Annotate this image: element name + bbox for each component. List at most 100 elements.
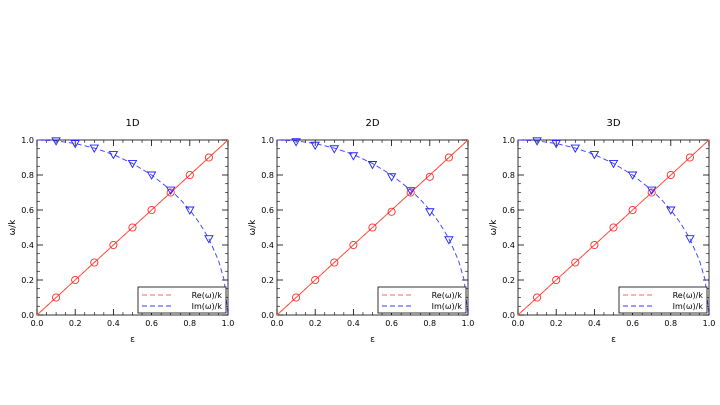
x-tick-label: 0.8 (183, 319, 196, 328)
legend-box (618, 286, 708, 314)
y-tick-label: 0.8 (261, 171, 274, 180)
x-axis-label: ε (130, 335, 135, 345)
chart-panel-2: 0.0 0.2 0.4 0.6 0.8 1.0 0.0 0.2 0.4 0.6 0.8 1.0 2D ε ω… (248, 118, 474, 345)
x-tick-label: 0.0 (31, 319, 44, 328)
data-point-re (292, 293, 301, 302)
series-line-im (36, 139, 229, 316)
y-tick-label: 0.2 (261, 276, 274, 285)
x-tick-label: 0.4 (347, 319, 360, 328)
data-point-re (52, 293, 61, 302)
data-point-re (368, 223, 377, 232)
chart-panel-3: 0.0 0.2 0.4 0.6 0.8 1.0 0.0 0.2 0.4 0.6 0.8 1.0 3D ε ω… (489, 118, 715, 345)
y-tick-label: 0.4 (502, 241, 515, 250)
series-line-im (276, 139, 469, 316)
data-point-im (89, 144, 100, 153)
legend: Re(ω)/k Im(ω)/k (377, 286, 467, 314)
legend-label: Im(ω)/k (432, 302, 463, 311)
data-point-im (608, 160, 619, 169)
series-line-re (36, 139, 229, 316)
data-point-re (609, 223, 618, 232)
data-point-im (51, 137, 61, 146)
data-point-re (406, 188, 415, 197)
y-tick-label: 0.8 (502, 171, 515, 180)
x-tick-label: 0.2 (309, 319, 322, 328)
y-tick-label: 0.2 (502, 276, 515, 285)
data-point-re (166, 188, 175, 197)
y-tick-label: 0.2 (21, 276, 34, 285)
x-tick-label: 0.2 (69, 319, 82, 328)
data-point-re (185, 170, 194, 180)
data-point-re (204, 153, 213, 162)
y-tick-label: 0.6 (21, 206, 34, 215)
data-point-im (589, 151, 600, 160)
data-point-re (647, 188, 656, 197)
data-point-re (330, 258, 339, 267)
data-point-im (646, 186, 657, 195)
x-tick-label: 1.0 (222, 319, 235, 328)
data-point-re (444, 153, 453, 162)
x-tick-label: 0.6 (626, 319, 639, 328)
legend-label: Im(ω)/k (673, 302, 704, 311)
data-point-re (387, 207, 396, 216)
data-point-re (552, 275, 561, 285)
legend: Re(ω)/k Im(ω)/k (137, 286, 227, 314)
data-point-im (108, 151, 119, 160)
data-point-im (329, 145, 340, 154)
data-point-im (570, 144, 581, 153)
data-point-re (147, 205, 156, 215)
data-point-im (532, 137, 542, 146)
y-tick-label: 0.6 (502, 206, 515, 215)
series-line-re (276, 139, 469, 316)
x-axis-label: ε (370, 335, 375, 345)
data-point-im (127, 160, 138, 169)
legend-label: Re(ω)/k (673, 291, 704, 300)
data-point-im (444, 236, 454, 245)
series-line-re (517, 139, 710, 316)
legend-box (377, 286, 467, 314)
chart-panel-1: 0.0 0.2 0.4 0.6 0.8 1.0 0.0 0.2 0.4 0.6 0.8 1.0 1D ε ω… (8, 118, 234, 345)
data-point-re (349, 240, 358, 250)
y-axis-label: ω/k (8, 219, 18, 236)
x-tick-label: 0.0 (512, 319, 525, 328)
data-point-im (348, 152, 359, 161)
data-point-re (685, 153, 694, 162)
data-point-re (71, 275, 80, 285)
legend-label: Im(ω)/k (192, 302, 223, 311)
data-point-im (685, 235, 695, 244)
y-tick-label: 0.0 (21, 311, 34, 320)
x-tick-label: 0.8 (423, 319, 436, 328)
y-tick-label: 1.0 (502, 136, 515, 145)
x-tick-label: 1.0 (703, 319, 716, 328)
chart-title: 3D (606, 118, 620, 129)
y-tick-label: 0.8 (21, 171, 34, 180)
x-tick-label: 1.0 (462, 319, 475, 328)
x-tick-label: 0.2 (550, 319, 563, 328)
y-tick-label: 1.0 (21, 136, 34, 145)
data-point-im (425, 208, 435, 217)
legend-box (137, 286, 227, 314)
data-point-im (405, 187, 416, 196)
x-tick-label: 0.4 (588, 319, 601, 328)
data-point-im (204, 235, 214, 244)
x-tick-label: 0.0 (271, 319, 284, 328)
y-tick-label: 0.0 (261, 311, 274, 320)
data-point-re (109, 240, 118, 250)
y-axis-label: ω/k (489, 219, 499, 236)
chart-title: 2D (365, 118, 379, 129)
y-tick-label: 0.0 (502, 311, 515, 320)
data-point-im (666, 206, 676, 215)
series-line-im (517, 139, 710, 316)
y-tick-label: 0.4 (261, 241, 274, 250)
data-point-re (590, 240, 599, 250)
legend: Re(ω)/k Im(ω)/k (618, 286, 708, 314)
data-point-re (666, 170, 675, 180)
x-tick-label: 0.4 (107, 319, 120, 328)
data-point-re (628, 205, 637, 215)
data-point-im (310, 141, 320, 151)
data-point-re (425, 172, 434, 181)
legend-label: Re(ω)/k (192, 291, 223, 300)
data-point-im (70, 140, 80, 149)
x-tick-label: 0.6 (145, 319, 158, 328)
data-point-re (533, 293, 542, 302)
